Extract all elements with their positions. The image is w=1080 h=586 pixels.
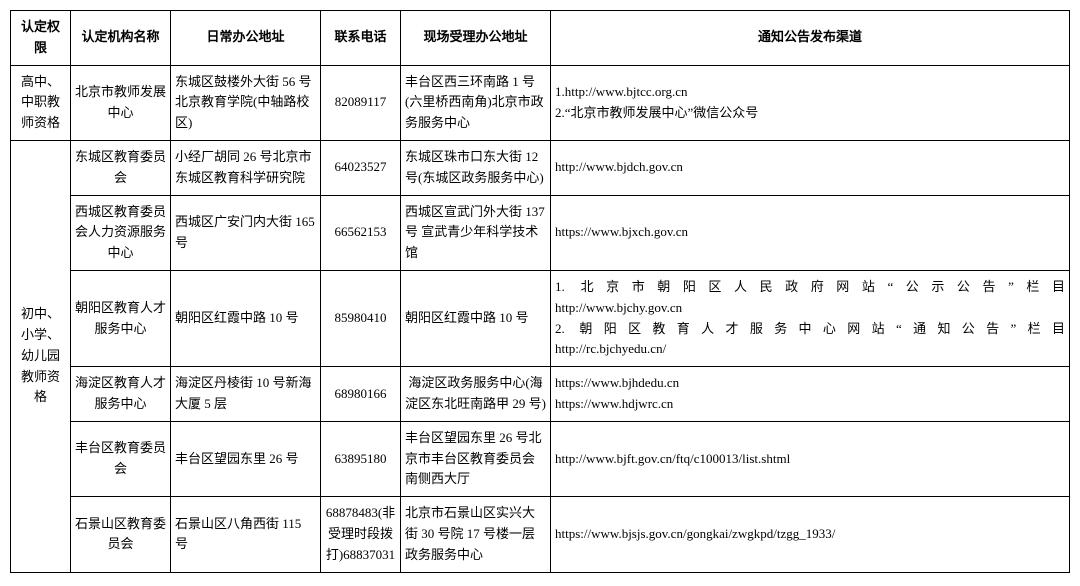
- table-row: 石景山区教育委员会 石景山区八角西街 115 号 68878483(非受理时段拨…: [11, 497, 1070, 572]
- header-org: 认定机构名称: [71, 11, 171, 66]
- cell-org: 西城区教育委员会人力资源服务中心: [71, 195, 171, 270]
- cell-phone: 64023527: [321, 140, 401, 195]
- table-row: 朝阳区教育人才服务中心 朝阳区红霞中路 10 号 85980410 朝阳区红霞中…: [11, 270, 1070, 366]
- table-row: 海淀区教育人才服务中心 海淀区丹棱街 10 号新海大厦 5 层 68980166…: [11, 367, 1070, 422]
- channel-line: 1. 北京市朝阳区人民政府网站“公示公告”栏目: [555, 277, 1065, 298]
- cell-onsite: 东城区珠市口东大街 12 号(东城区政务服务中心): [401, 140, 551, 195]
- header-addr: 日常办公地址: [171, 11, 321, 66]
- cell-channel: https://www.bjsjs.gov.cn/gongkai/zwgkpd/…: [551, 497, 1070, 572]
- cell-phone: 68878483(非受理时段拨打)68837031: [321, 497, 401, 572]
- cell-channel: 1. 北京市朝阳区人民政府网站“公示公告”栏目 http://www.bjchy…: [551, 270, 1070, 366]
- table-row: 丰台区教育委员会 丰台区望园东里 26 号 63895180 丰台区望园东里 2…: [11, 421, 1070, 496]
- channel-line: http://rc.bjchyedu.cn/: [555, 339, 1065, 360]
- header-onsite: 现场受理办公地址: [401, 11, 551, 66]
- table-row: 高中、中职教师资格 北京市教师发展中心 东城区鼓楼外大街 56 号北京教育学院(…: [11, 65, 1070, 140]
- cell-channel: http://www.bjdch.gov.cn: [551, 140, 1070, 195]
- header-row: 认定权限 认定机构名称 日常办公地址 联系电话 现场受理办公地址 通知公告发布渠…: [11, 11, 1070, 66]
- cell-onsite: 西城区宣武门外大街 137 号 宣武青少年科学技术馆: [401, 195, 551, 270]
- cell-phone: 82089117: [321, 65, 401, 140]
- cell-channel: 1.http://www.bjtcc.org.cn2.“北京市教师发展中心”微信…: [551, 65, 1070, 140]
- cell-org: 海淀区教育人才服务中心: [71, 367, 171, 422]
- cell-phone: 85980410: [321, 270, 401, 366]
- cell-onsite: 北京市石景山区实兴大街 30 号院 17 号楼一层政务服务中心: [401, 497, 551, 572]
- cell-phone: 68980166: [321, 367, 401, 422]
- header-phone: 联系电话: [321, 11, 401, 66]
- cell-org: 石景山区教育委员会: [71, 497, 171, 572]
- cell-channel: https://www.bjxch.gov.cn: [551, 195, 1070, 270]
- cell-org: 东城区教育委员会: [71, 140, 171, 195]
- channel-line: http://www.bjchy.gov.cn: [555, 298, 1065, 319]
- cell-addr: 西城区广安门内大街 165 号: [171, 195, 321, 270]
- cell-addr: 小经厂胡同 26 号北京市东城区教育科学研究院: [171, 140, 321, 195]
- channel-line: 2. 朝阳区教育人才服务中心网站“通知公告”栏目: [555, 319, 1065, 340]
- cell-channel: https://www.bjhdedu.cnhttps://www.hdjwrc…: [551, 367, 1070, 422]
- cell-channel: http://www.bjft.gov.cn/ftq/c100013/list.…: [551, 421, 1070, 496]
- cell-onsite: 朝阳区红霞中路 10 号: [401, 270, 551, 366]
- header-channel: 通知公告发布渠道: [551, 11, 1070, 66]
- cell-addr: 东城区鼓楼外大街 56 号北京教育学院(中轴路校区): [171, 65, 321, 140]
- cell-authority: 初中、小学、幼儿园教师资格: [11, 140, 71, 572]
- cell-authority: 高中、中职教师资格: [11, 65, 71, 140]
- cell-onsite: 海淀区政务服务中心(海淀区东北旺南路甲 29 号): [401, 367, 551, 422]
- cell-addr: 海淀区丹棱街 10 号新海大厦 5 层: [171, 367, 321, 422]
- cell-onsite: 丰台区望园东里 26 号北京市丰台区教育委员会南侧西大厅: [401, 421, 551, 496]
- header-authority: 认定权限: [11, 11, 71, 66]
- cell-phone: 63895180: [321, 421, 401, 496]
- cell-org: 朝阳区教育人才服务中心: [71, 270, 171, 366]
- cell-addr: 朝阳区红霞中路 10 号: [171, 270, 321, 366]
- cell-org: 北京市教师发展中心: [71, 65, 171, 140]
- cell-org: 丰台区教育委员会: [71, 421, 171, 496]
- cell-onsite: 丰台区西三环南路 1 号(六里桥西南角)北京市政务服务中心: [401, 65, 551, 140]
- cell-addr: 丰台区望园东里 26 号: [171, 421, 321, 496]
- cell-addr: 石景山区八角西街 115 号: [171, 497, 321, 572]
- cell-phone: 66562153: [321, 195, 401, 270]
- certification-table: 认定权限 认定机构名称 日常办公地址 联系电话 现场受理办公地址 通知公告发布渠…: [10, 10, 1070, 573]
- table-row: 西城区教育委员会人力资源服务中心 西城区广安门内大街 165 号 6656215…: [11, 195, 1070, 270]
- table-row: 初中、小学、幼儿园教师资格 东城区教育委员会 小经厂胡同 26 号北京市东城区教…: [11, 140, 1070, 195]
